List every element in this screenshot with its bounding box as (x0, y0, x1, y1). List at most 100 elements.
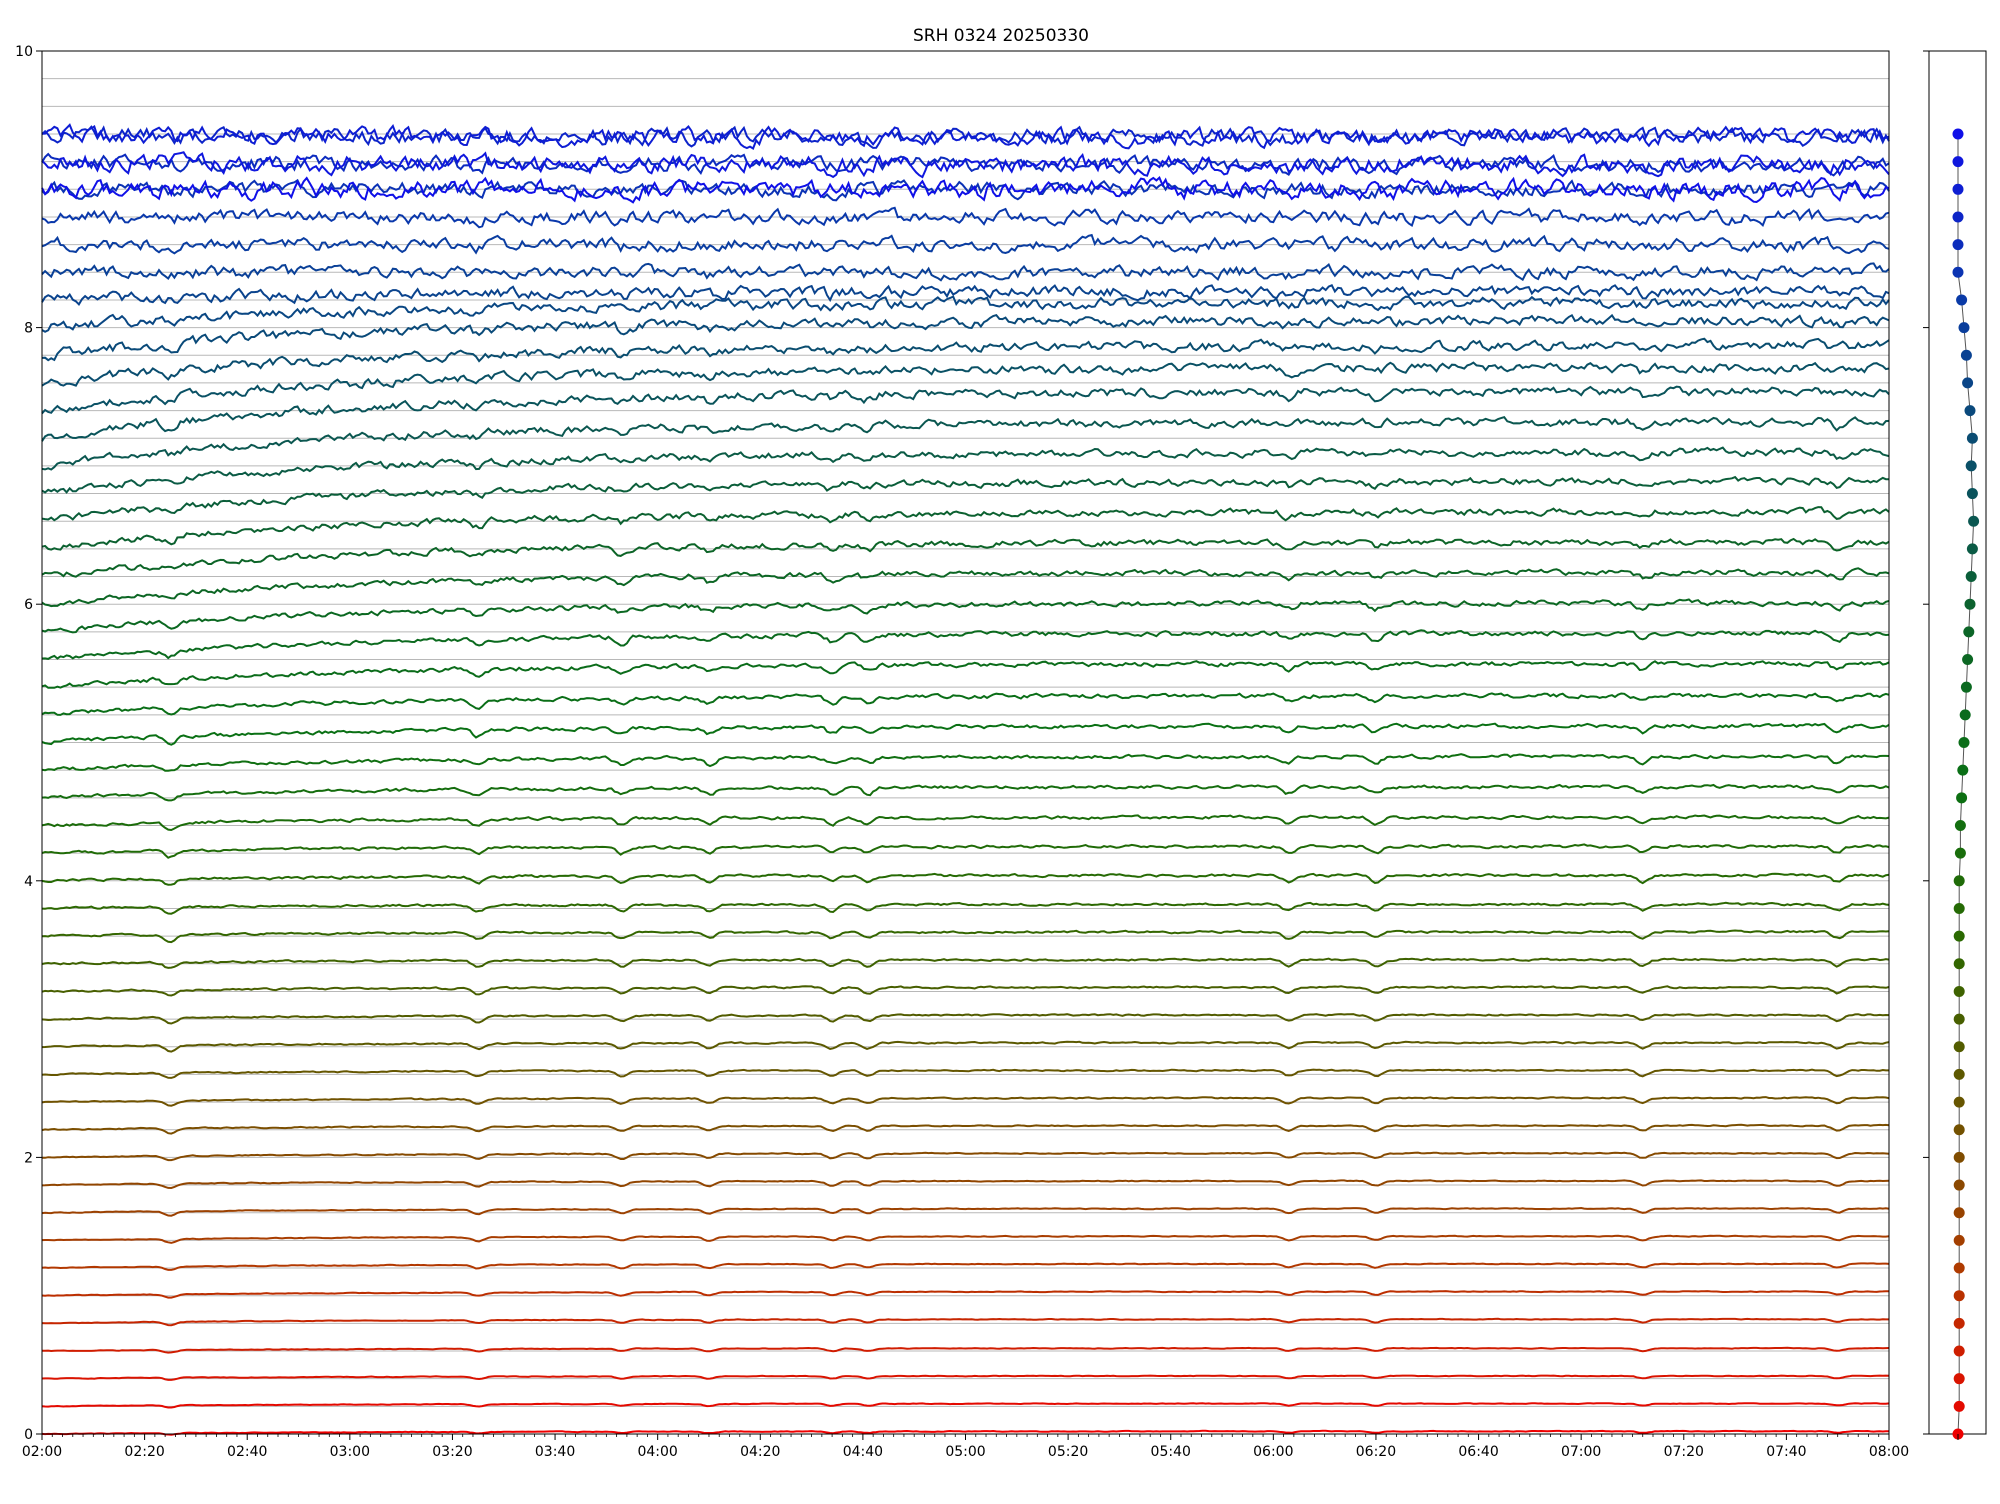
y-tick-label: 2 (24, 1150, 33, 1166)
side-panel-point (1964, 405, 1976, 417)
series-line (41, 123, 1890, 150)
x-tick-label: 04:40 (843, 1444, 883, 1460)
y-tick-label: 8 (24, 321, 33, 337)
series-line (41, 506, 1890, 551)
series-line (41, 692, 1890, 716)
side-panel-point (1953, 902, 1965, 914)
x-tick-label: 06:40 (1458, 1444, 1498, 1460)
side-panel-point (1952, 183, 1964, 195)
side-panel-point (1956, 294, 1968, 306)
series-line (41, 1262, 1890, 1271)
x-tick-label: 05:20 (1048, 1444, 1088, 1460)
side-panel-point (1953, 1124, 1965, 1136)
x-tick-label: 07:00 (1561, 1444, 1601, 1460)
series-line (41, 1290, 1889, 1299)
series-line (41, 567, 1890, 608)
series-line (41, 660, 1890, 689)
side-panel-point (1962, 654, 1974, 666)
x-tick-label: 08:00 (1869, 1444, 1909, 1460)
side-panel-point (1959, 709, 1971, 721)
side-panel-point (1966, 488, 1978, 500)
series-line (41, 1068, 1889, 1079)
series-line (41, 722, 1890, 746)
series-line (41, 753, 1890, 772)
x-tick-label: 03:40 (535, 1444, 575, 1460)
series-line (41, 125, 1890, 149)
side-panel-point (1953, 1290, 1965, 1302)
side-panel-point (1960, 349, 1972, 361)
side-panel-point (1953, 1013, 1965, 1025)
x-tick-label: 04:00 (637, 1444, 677, 1460)
series-line (41, 284, 1890, 307)
side-panel-point (1953, 1041, 1965, 1053)
side-panel-point (1952, 156, 1964, 168)
grid-lines (42, 78, 1889, 1435)
side-panel-point (1965, 571, 1977, 583)
series-line (41, 446, 1890, 494)
series-line (41, 416, 1890, 471)
series-line (41, 1040, 1890, 1053)
side-panel-point (1953, 1262, 1965, 1274)
side-panel-point (1968, 515, 1980, 527)
series-line (41, 1374, 1890, 1381)
side-panel-point (1953, 1234, 1965, 1246)
series-line (41, 295, 1890, 333)
side-panel-point (1952, 266, 1964, 278)
series-line (41, 1179, 1890, 1190)
y-tick-label: 6 (24, 597, 33, 613)
series-line (41, 1206, 1890, 1217)
series-line (41, 151, 1890, 179)
side-panel-point (1964, 598, 1976, 610)
series-line (41, 843, 1890, 859)
side-panel-point (1963, 626, 1975, 638)
series-line (41, 313, 1890, 362)
side-panel-point (1953, 1400, 1965, 1412)
side-panel-point (1953, 958, 1965, 970)
y-tick-label: 0 (24, 1427, 33, 1443)
side-panel-point (1957, 764, 1969, 776)
series-line (41, 629, 1890, 660)
series-line (41, 1402, 1890, 1409)
series-line (41, 783, 1890, 802)
x-tick-label: 05:40 (1151, 1444, 1191, 1460)
series-line (41, 929, 1890, 944)
side-panel (1952, 128, 1980, 1440)
x-tick-label: 02:00 (22, 1444, 62, 1460)
x-tick-label: 02:40 (227, 1444, 267, 1460)
series-line (42, 1346, 1890, 1354)
series-line (41, 957, 1890, 969)
series-line (41, 206, 1890, 229)
series-line (41, 1096, 1890, 1107)
x-tick-label: 07:40 (1766, 1444, 1806, 1460)
series-line (41, 1429, 1889, 1436)
side-panel-point (1953, 985, 1965, 997)
side-panel-point (1953, 1151, 1965, 1163)
side-panel-point (1953, 1373, 1965, 1385)
side-panel-point (1956, 792, 1968, 804)
x-tick-label: 02:20 (124, 1444, 164, 1460)
side-panel-point (1953, 875, 1965, 887)
series-line (41, 1012, 1890, 1025)
series-line (41, 537, 1890, 578)
side-panel-point (1965, 460, 1977, 472)
y-tick-label: 4 (24, 874, 33, 890)
series-line (41, 1317, 1889, 1327)
series-line (41, 337, 1890, 387)
y-tick-label: 10 (15, 44, 33, 60)
series-line (41, 872, 1890, 886)
side-panel-point (1958, 737, 1970, 748)
series-line (41, 1234, 1890, 1244)
series-line (41, 598, 1890, 634)
side-panel-point (1966, 543, 1978, 555)
series-line (41, 814, 1890, 832)
side-panel-point (1954, 819, 1966, 831)
series-line (41, 385, 1890, 442)
side-panel-point (1953, 1179, 1965, 1191)
side-panel-point (1958, 322, 1970, 334)
series-line (41, 361, 1890, 415)
series-line (41, 475, 1889, 522)
chart-title: SRH 0324 20250330 (913, 26, 1089, 46)
series-line (41, 901, 1890, 915)
side-panel-point (1952, 239, 1964, 251)
